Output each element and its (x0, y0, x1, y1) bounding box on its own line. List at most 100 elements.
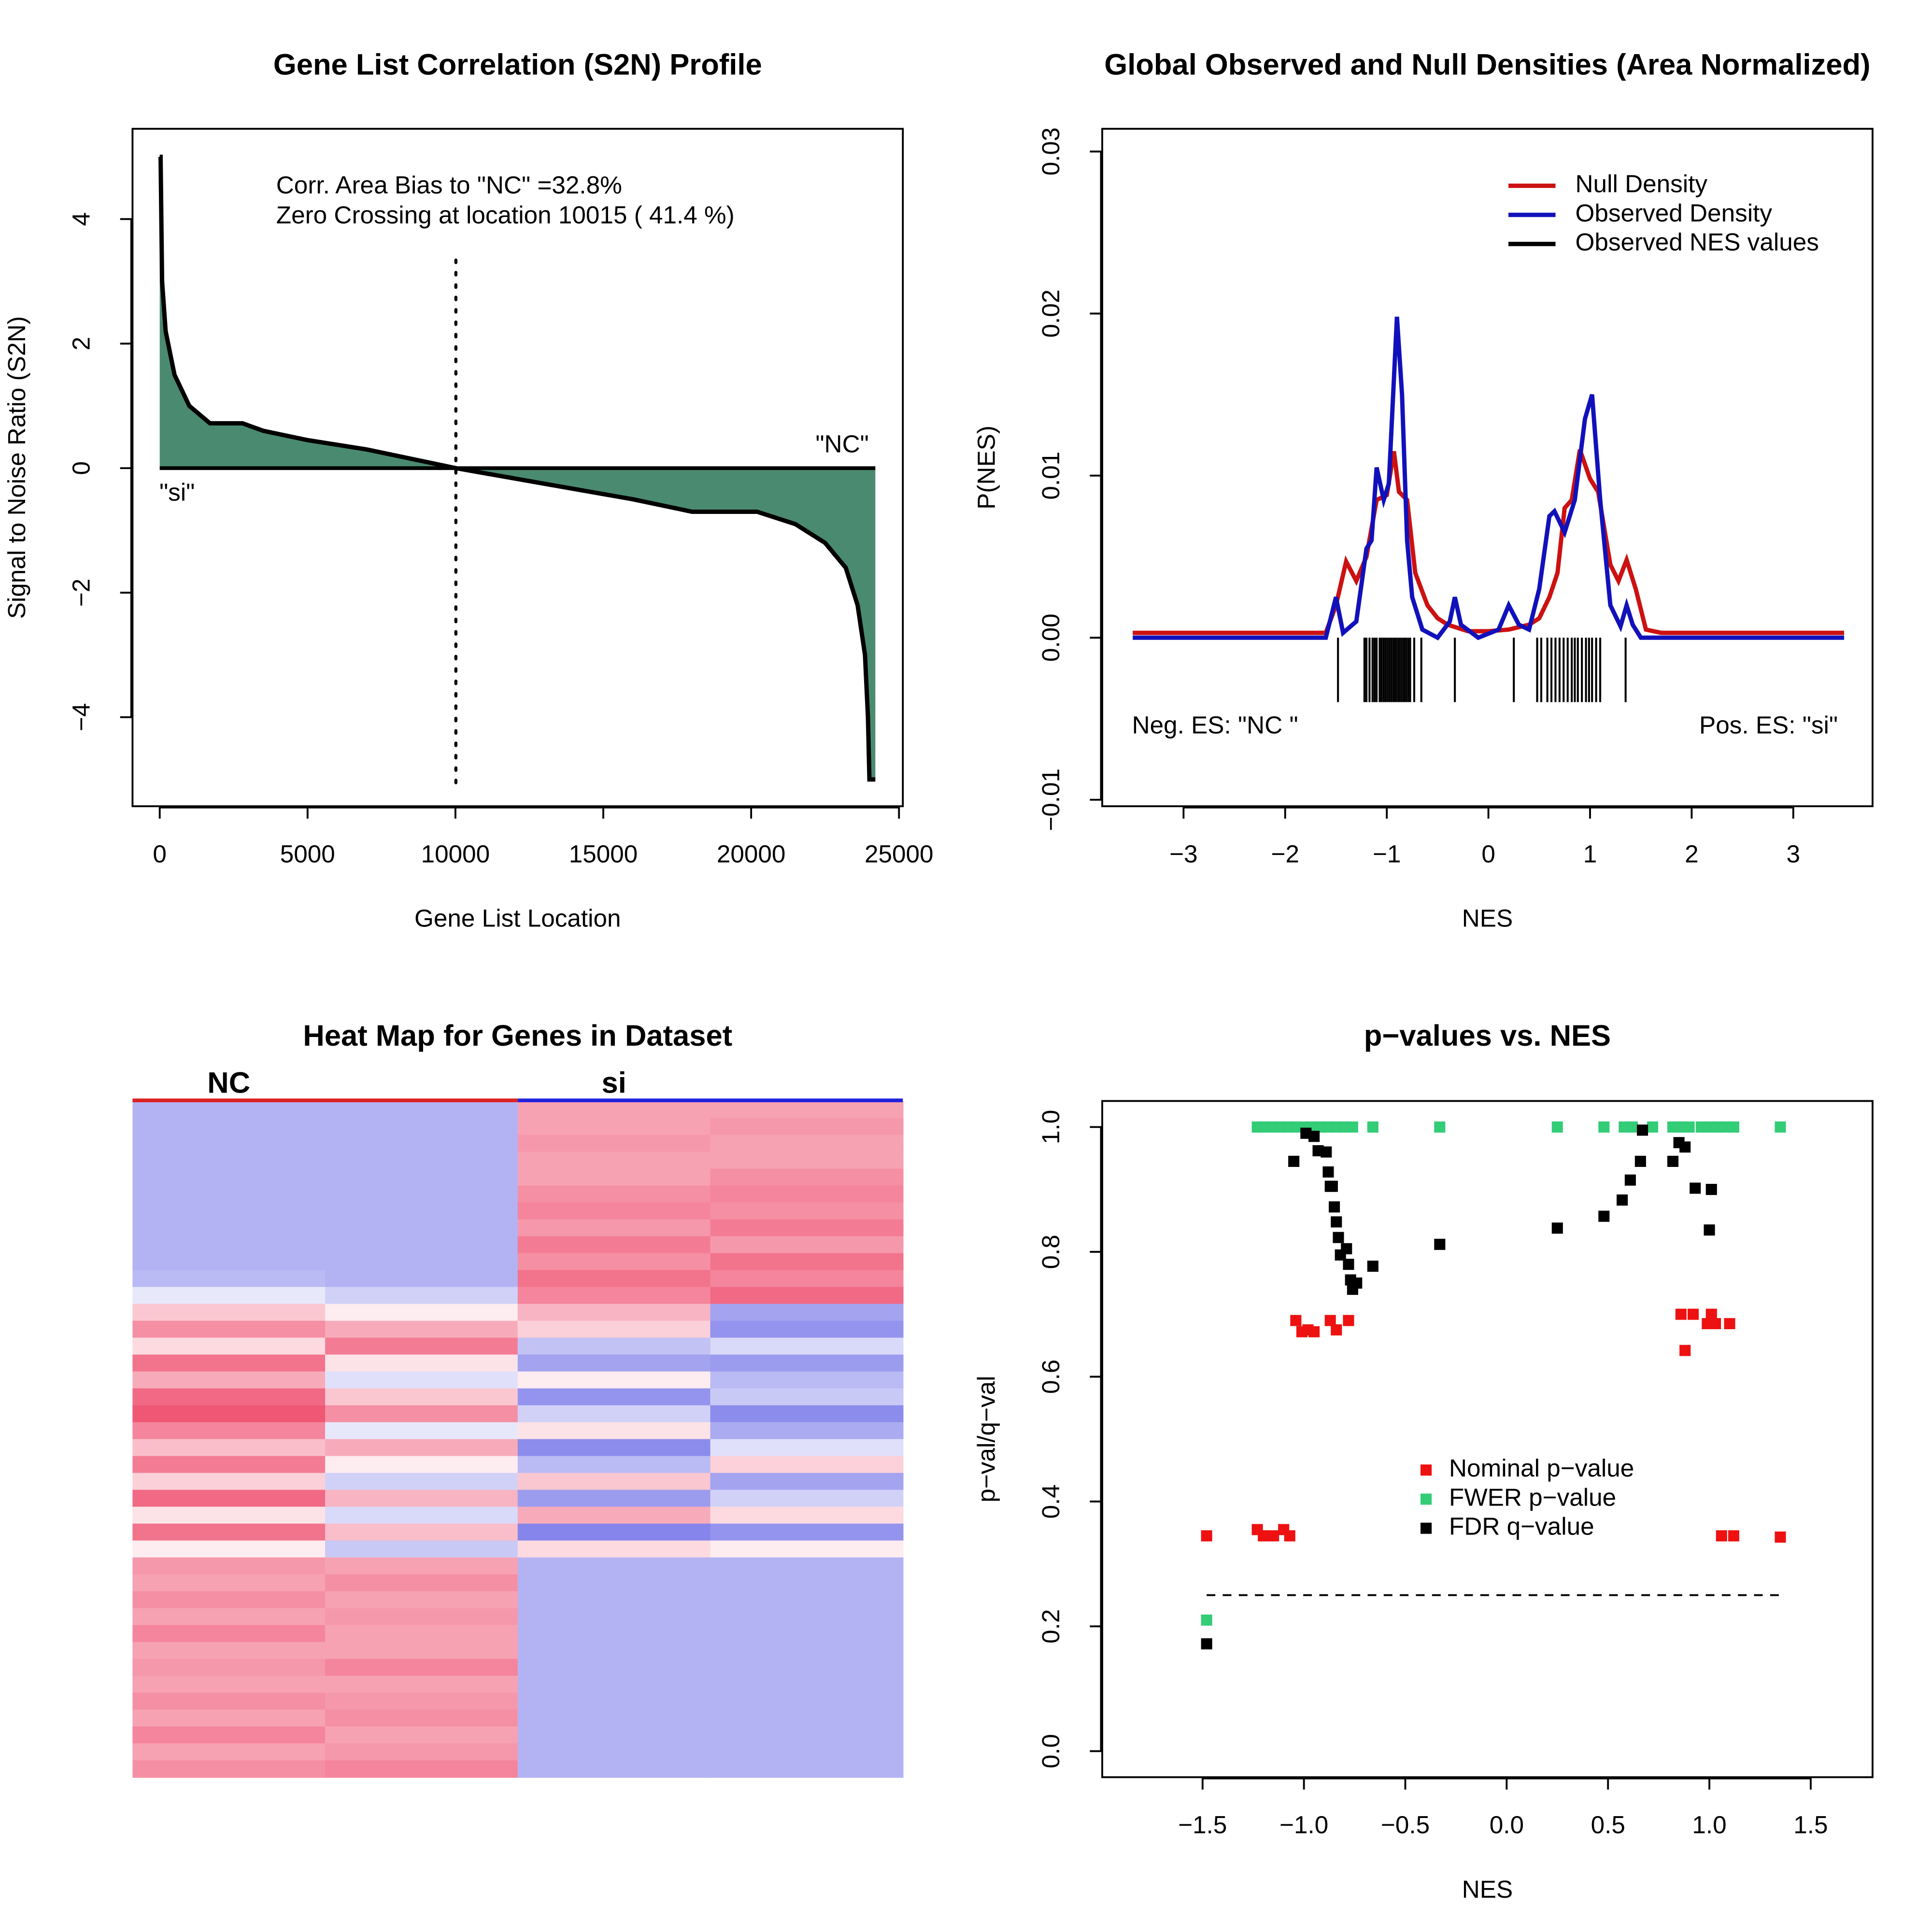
heat-cell (325, 1151, 519, 1169)
y-tick-label: 0.00 (1037, 613, 1065, 662)
legend-label: FWER p−value (1449, 1483, 1616, 1511)
point (1705, 1308, 1717, 1320)
heat-cell (325, 1760, 519, 1778)
point (1675, 1308, 1687, 1320)
x-tick-label: −3 (1169, 840, 1197, 867)
x-tick-label: 0.0 (1490, 1811, 1524, 1839)
heat-cell (710, 1608, 904, 1626)
heat-cell (517, 1168, 711, 1186)
heat-cell (325, 1456, 519, 1474)
y-tick-label: −2 (67, 579, 95, 607)
heat-cell (517, 1354, 711, 1372)
legend-label: Observed Density (1576, 199, 1773, 227)
point (1710, 1318, 1721, 1329)
annotation: Corr. Area Bias to "NC" =32.8% (276, 171, 622, 199)
heat-cell (325, 1743, 519, 1761)
heat-cell (517, 1151, 711, 1169)
heat-cell (517, 1608, 711, 1626)
heat-cell (710, 1574, 904, 1592)
x-tick-label: 5000 (280, 840, 335, 867)
heat-cell (325, 1422, 519, 1440)
heat-cell (517, 1726, 711, 1744)
x-axis-label: Gene List Location (414, 905, 621, 932)
heat-cell (325, 1506, 519, 1524)
x-tick-label: 0 (153, 840, 167, 867)
heat-cell (517, 1709, 711, 1727)
heat-cell (132, 1371, 326, 1389)
heat-cell (132, 1642, 326, 1660)
heat-cell (325, 1642, 519, 1660)
point (1201, 1614, 1212, 1626)
x-tick-label: −1 (1373, 840, 1401, 867)
point (1201, 1530, 1212, 1542)
y-tick-label: 1.0 (1037, 1110, 1065, 1144)
group-label: si (601, 1066, 626, 1099)
point (1724, 1318, 1735, 1329)
heat-cell (710, 1371, 904, 1389)
heat-cell (710, 1135, 904, 1152)
x-tick-label: −1.0 (1279, 1811, 1328, 1839)
point (1284, 1530, 1295, 1542)
heat-cell (710, 1659, 904, 1676)
point (1627, 1121, 1638, 1133)
heat-cell (710, 1151, 904, 1169)
group-bar (132, 1098, 518, 1103)
heat-cell (517, 1388, 711, 1406)
heat-cell (710, 1642, 904, 1660)
y-tick-label: 0.01 (1037, 452, 1065, 500)
heat-cell (710, 1439, 904, 1457)
point (1551, 1222, 1563, 1234)
point (1728, 1530, 1739, 1542)
heat-cell (325, 1219, 519, 1237)
point (1258, 1530, 1269, 1542)
heat-cell (710, 1726, 904, 1744)
heat-cell (517, 1676, 711, 1693)
x-tick-label: 0.5 (1591, 1811, 1625, 1839)
heat-cell (517, 1405, 711, 1423)
heat-cell (710, 1405, 904, 1423)
y-tick-label: 2 (67, 337, 95, 351)
heat-cell (132, 1574, 326, 1592)
point (1329, 1201, 1340, 1213)
point (1728, 1121, 1739, 1133)
point (1617, 1194, 1628, 1206)
heat-cell (517, 1540, 711, 1558)
heat-cell (710, 1490, 904, 1507)
heat-cell (132, 1422, 326, 1440)
profile-line (158, 155, 876, 782)
point (1667, 1155, 1679, 1167)
heat-cell (517, 1270, 711, 1288)
annotation: Pos. ES: "si" (1699, 711, 1838, 739)
heat-cell (325, 1135, 519, 1152)
heat-cell (325, 1540, 519, 1558)
y-tick-label: 0.8 (1037, 1235, 1065, 1269)
heat-cell (325, 1101, 519, 1119)
chart-title: Gene List Correlation (S2N) Profile (273, 48, 762, 82)
point (1367, 1121, 1378, 1133)
heat-cell (710, 1388, 904, 1406)
group-bar (517, 1098, 903, 1103)
heat-cell (132, 1743, 326, 1761)
heat-cell (132, 1236, 326, 1254)
y-axis-label: P(NES) (973, 426, 1000, 510)
point (1326, 1180, 1338, 1192)
plot-frame (1101, 1100, 1874, 1778)
heat-cell (132, 1473, 326, 1491)
heat-cell (325, 1388, 519, 1406)
heat-cell (132, 1659, 326, 1676)
y-tick-label: 0.2 (1037, 1609, 1065, 1644)
heat-cell (710, 1219, 904, 1237)
heat-cell (517, 1760, 711, 1778)
y-tick-label: −0.01 (1037, 768, 1065, 831)
point (1324, 1315, 1336, 1326)
group-label: NC (207, 1066, 250, 1099)
chart-title: p−values vs. NES (1364, 1019, 1611, 1052)
x-tick-label: 2 (1685, 840, 1699, 867)
heat-cell (710, 1540, 904, 1558)
heat-cell (517, 1337, 711, 1355)
point (1333, 1232, 1344, 1243)
heat-cell (710, 1337, 904, 1355)
point (1551, 1121, 1563, 1133)
heat-cell (325, 1354, 519, 1372)
